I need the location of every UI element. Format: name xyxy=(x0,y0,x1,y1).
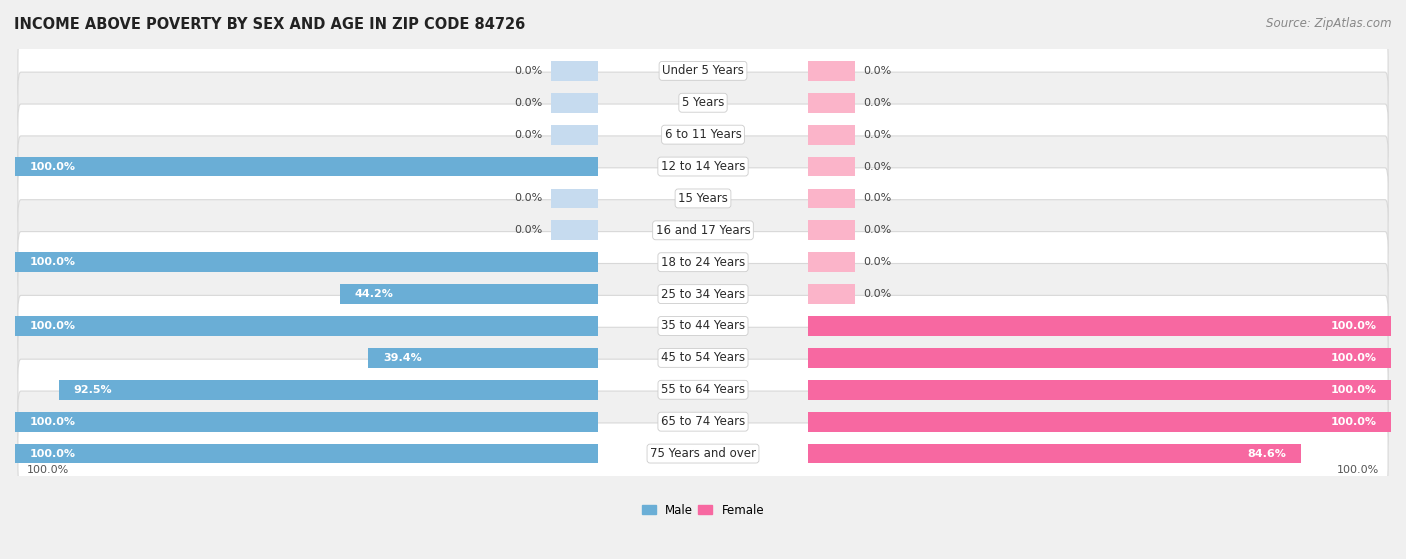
Text: 55 to 64 Years: 55 to 64 Years xyxy=(661,383,745,396)
Text: Source: ZipAtlas.com: Source: ZipAtlas.com xyxy=(1267,17,1392,30)
Text: 5 Years: 5 Years xyxy=(682,96,724,109)
Text: 75 Years and over: 75 Years and over xyxy=(650,447,756,460)
Text: 100.0%: 100.0% xyxy=(1330,416,1376,427)
Text: 0.0%: 0.0% xyxy=(515,225,543,235)
Text: 0.0%: 0.0% xyxy=(515,98,543,108)
Text: 100.0%: 100.0% xyxy=(27,465,69,475)
Text: 84.6%: 84.6% xyxy=(1247,448,1286,458)
FancyBboxPatch shape xyxy=(18,168,1388,229)
FancyBboxPatch shape xyxy=(18,104,1388,165)
Text: 0.0%: 0.0% xyxy=(863,130,891,140)
Text: 100.0%: 100.0% xyxy=(30,162,76,172)
Text: 0.0%: 0.0% xyxy=(515,130,543,140)
Text: 35 to 44 Years: 35 to 44 Years xyxy=(661,320,745,333)
FancyBboxPatch shape xyxy=(18,327,1388,389)
Bar xyxy=(808,188,855,209)
Text: 92.5%: 92.5% xyxy=(73,385,112,395)
FancyBboxPatch shape xyxy=(18,231,1388,293)
Bar xyxy=(368,348,598,368)
Text: 16 and 17 Years: 16 and 17 Years xyxy=(655,224,751,237)
Text: 100.0%: 100.0% xyxy=(1330,385,1376,395)
Bar xyxy=(551,61,598,80)
Text: 100.0%: 100.0% xyxy=(30,416,76,427)
Text: 18 to 24 Years: 18 to 24 Years xyxy=(661,255,745,269)
FancyBboxPatch shape xyxy=(18,263,1388,325)
FancyBboxPatch shape xyxy=(18,359,1388,420)
Bar xyxy=(15,412,598,432)
FancyBboxPatch shape xyxy=(18,72,1388,134)
Text: 0.0%: 0.0% xyxy=(863,225,891,235)
FancyBboxPatch shape xyxy=(18,40,1388,102)
Bar xyxy=(808,412,1391,432)
Bar xyxy=(808,157,855,177)
Text: 12 to 14 Years: 12 to 14 Years xyxy=(661,160,745,173)
Text: 100.0%: 100.0% xyxy=(30,257,76,267)
Text: 25 to 34 Years: 25 to 34 Years xyxy=(661,288,745,301)
Text: 0.0%: 0.0% xyxy=(863,193,891,203)
Bar xyxy=(808,284,855,304)
Text: 65 to 74 Years: 65 to 74 Years xyxy=(661,415,745,428)
Text: 39.4%: 39.4% xyxy=(382,353,422,363)
Bar xyxy=(551,93,598,113)
Text: 100.0%: 100.0% xyxy=(30,321,76,331)
Bar xyxy=(551,220,598,240)
Legend: Male, Female: Male, Female xyxy=(637,499,769,522)
Bar xyxy=(808,316,1391,336)
Text: 100.0%: 100.0% xyxy=(1330,321,1376,331)
Text: 100.0%: 100.0% xyxy=(1330,353,1376,363)
Bar xyxy=(340,284,598,304)
Bar xyxy=(808,252,855,272)
Text: 0.0%: 0.0% xyxy=(863,289,891,299)
Bar xyxy=(15,252,598,272)
FancyBboxPatch shape xyxy=(18,391,1388,452)
FancyBboxPatch shape xyxy=(18,295,1388,357)
FancyBboxPatch shape xyxy=(18,136,1388,197)
Bar xyxy=(15,316,598,336)
Bar xyxy=(808,61,855,80)
Text: 100.0%: 100.0% xyxy=(30,448,76,458)
Text: 100.0%: 100.0% xyxy=(1337,465,1379,475)
Bar xyxy=(15,444,598,463)
Text: Under 5 Years: Under 5 Years xyxy=(662,64,744,77)
Text: 6 to 11 Years: 6 to 11 Years xyxy=(665,128,741,141)
Bar xyxy=(808,380,1391,400)
Bar xyxy=(59,380,598,400)
Text: 44.2%: 44.2% xyxy=(354,289,394,299)
Text: 0.0%: 0.0% xyxy=(863,66,891,76)
Text: 0.0%: 0.0% xyxy=(863,98,891,108)
Bar xyxy=(808,444,1301,463)
Text: 0.0%: 0.0% xyxy=(515,66,543,76)
Text: INCOME ABOVE POVERTY BY SEX AND AGE IN ZIP CODE 84726: INCOME ABOVE POVERTY BY SEX AND AGE IN Z… xyxy=(14,17,526,32)
Text: 0.0%: 0.0% xyxy=(863,162,891,172)
Text: 45 to 54 Years: 45 to 54 Years xyxy=(661,352,745,364)
Text: 15 Years: 15 Years xyxy=(678,192,728,205)
Bar xyxy=(808,125,855,145)
Bar xyxy=(15,157,598,177)
Bar xyxy=(551,125,598,145)
Bar xyxy=(808,348,1391,368)
Bar xyxy=(808,220,855,240)
Text: 0.0%: 0.0% xyxy=(863,257,891,267)
Text: 0.0%: 0.0% xyxy=(515,193,543,203)
FancyBboxPatch shape xyxy=(18,423,1388,484)
FancyBboxPatch shape xyxy=(18,200,1388,261)
Bar xyxy=(808,93,855,113)
Bar xyxy=(551,188,598,209)
